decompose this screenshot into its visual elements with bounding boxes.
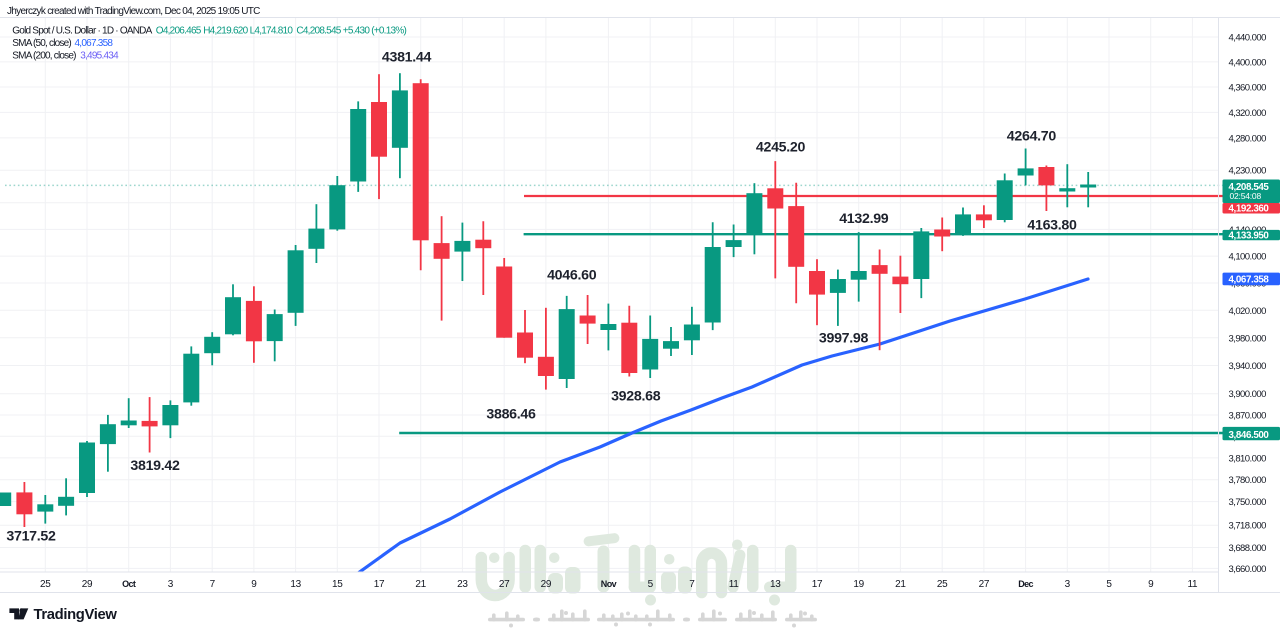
svg-text:13: 13 xyxy=(290,579,301,590)
svg-text:27: 27 xyxy=(979,579,990,590)
svg-text:4,020.000: 4,020.000 xyxy=(1229,306,1267,317)
svg-text:4046.60: 4046.60 xyxy=(547,268,597,284)
svg-text:3,750.000: 3,750.000 xyxy=(1229,497,1267,508)
svg-text:29: 29 xyxy=(82,579,93,590)
svg-text:5: 5 xyxy=(1106,579,1112,590)
svg-text:21: 21 xyxy=(895,579,906,590)
svg-text:3928.68: 3928.68 xyxy=(611,388,661,404)
svg-text:17: 17 xyxy=(374,579,385,590)
svg-text:3,495.434: 3,495.434 xyxy=(80,51,119,62)
svg-text:02:54:08: 02:54:08 xyxy=(1230,191,1262,201)
svg-text:3,718.000: 3,718.000 xyxy=(1229,521,1267,532)
svg-text:3,980.000: 3,980.000 xyxy=(1229,333,1267,344)
svg-text:3,780.000: 3,780.000 xyxy=(1229,475,1267,486)
svg-text:4,192.360: 4,192.360 xyxy=(1229,203,1270,214)
svg-text:4,280.000: 4,280.000 xyxy=(1229,133,1267,144)
svg-text:+5.430 (+0.13%): +5.430 (+0.13%) xyxy=(343,26,407,37)
svg-text:9: 9 xyxy=(1148,579,1154,590)
svg-text:L4,174.810: L4,174.810 xyxy=(250,26,294,37)
svg-text:3,900.000: 3,900.000 xyxy=(1229,389,1267,400)
svg-text:17: 17 xyxy=(812,579,823,590)
svg-text:5: 5 xyxy=(648,579,654,590)
svg-text:23: 23 xyxy=(457,579,468,590)
svg-text:4,230.000: 4,230.000 xyxy=(1229,166,1267,177)
svg-text:SMA (50, close): SMA (50, close) xyxy=(12,38,71,49)
svg-text:3717.52: 3717.52 xyxy=(6,529,56,545)
svg-text:4163.80: 4163.80 xyxy=(1027,218,1077,234)
svg-text:21: 21 xyxy=(415,579,426,590)
svg-text:4132.99: 4132.99 xyxy=(839,211,889,227)
svg-text:25: 25 xyxy=(937,579,948,590)
svg-text:4,440.000: 4,440.000 xyxy=(1229,33,1267,44)
svg-text:3,870.000: 3,870.000 xyxy=(1229,411,1267,422)
svg-text:25: 25 xyxy=(40,579,51,590)
svg-text:3: 3 xyxy=(168,579,174,590)
svg-text:3819.42: 3819.42 xyxy=(130,458,180,474)
svg-text:4,067.358: 4,067.358 xyxy=(75,38,114,49)
svg-text:11: 11 xyxy=(1188,579,1199,590)
svg-text:3,940.000: 3,940.000 xyxy=(1229,361,1267,372)
svg-text:Oct: Oct xyxy=(122,579,136,589)
svg-text:29: 29 xyxy=(541,579,552,590)
svg-text:4245.20: 4245.20 xyxy=(756,139,806,155)
svg-text:Gold Spot / U.S. Dollar · 1D ·: Gold Spot / U.S. Dollar · 1D · OANDA xyxy=(12,26,152,37)
svg-text:3,660.000: 3,660.000 xyxy=(1229,564,1267,575)
svg-text:H4,219.620: H4,219.620 xyxy=(203,26,248,37)
svg-text:Jhyerczyk created with Trading: Jhyerczyk created with TradingView.com, … xyxy=(7,6,260,17)
svg-text:4,133.950: 4,133.950 xyxy=(1229,230,1270,241)
svg-text:15: 15 xyxy=(332,579,343,590)
svg-text:7: 7 xyxy=(210,579,216,590)
svg-text:4264.70: 4264.70 xyxy=(1007,129,1057,145)
svg-text:9: 9 xyxy=(251,579,257,590)
svg-text:27: 27 xyxy=(499,579,510,590)
svg-text:3,846.500: 3,846.500 xyxy=(1229,430,1270,441)
svg-text:4,320.000: 4,320.000 xyxy=(1229,108,1267,119)
svg-text:TradingView: TradingView xyxy=(34,607,118,623)
svg-text:3997.98: 3997.98 xyxy=(819,331,869,347)
svg-text:3: 3 xyxy=(1065,579,1071,590)
svg-text:C4,208.545: C4,208.545 xyxy=(296,26,341,37)
svg-text:19: 19 xyxy=(853,579,864,590)
svg-text:3,810.000: 3,810.000 xyxy=(1229,453,1267,464)
svg-text:13: 13 xyxy=(770,579,781,590)
svg-text:3886.46: 3886.46 xyxy=(486,407,536,423)
svg-text:4,360.000: 4,360.000 xyxy=(1229,83,1267,94)
svg-text:4,208.545: 4,208.545 xyxy=(1229,182,1270,193)
svg-text:4,067.358: 4,067.358 xyxy=(1229,274,1270,285)
svg-text:7: 7 xyxy=(689,579,695,590)
svg-text:SMA (200, close): SMA (200, close) xyxy=(12,51,76,62)
svg-text:4,100.000: 4,100.000 xyxy=(1229,252,1267,263)
svg-text:Nov: Nov xyxy=(601,579,617,589)
svg-text:3,688.000: 3,688.000 xyxy=(1229,543,1267,554)
svg-text:4,400.000: 4,400.000 xyxy=(1229,57,1267,68)
svg-text:4381.44: 4381.44 xyxy=(382,50,432,66)
svg-text:Dec: Dec xyxy=(1018,579,1033,589)
svg-text:11: 11 xyxy=(729,579,740,590)
svg-text:O4,206.465: O4,206.465 xyxy=(156,26,202,37)
